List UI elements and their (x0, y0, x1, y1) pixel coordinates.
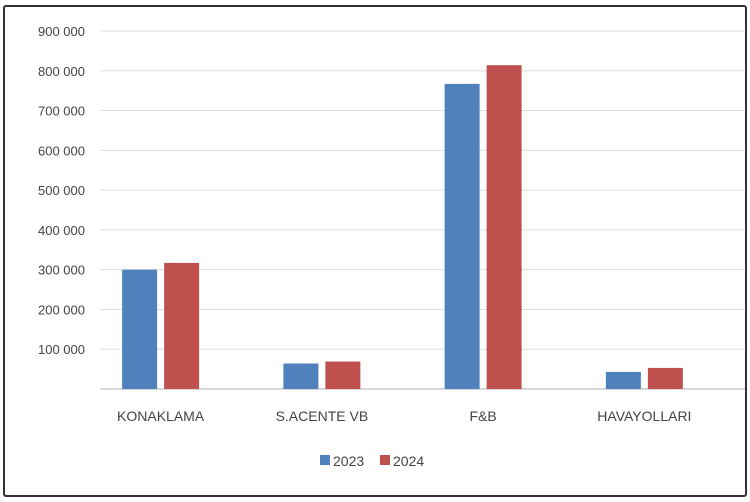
y-tick-label: 900 000 (38, 24, 85, 39)
y-tick-label: 800 000 (38, 64, 85, 79)
x-tick-label: KONAKLAMA (117, 408, 205, 424)
bar-2023-3 (605, 371, 641, 389)
legend-swatch-2023 (320, 455, 330, 465)
legend-label: 2023 (333, 453, 364, 469)
y-tick-label: 300 000 (38, 263, 85, 278)
bar-2024-3 (647, 367, 683, 389)
bar-2024-1 (325, 361, 361, 389)
x-tick-label: S.ACENTE VB (276, 408, 369, 424)
legend-swatch-2024 (380, 455, 390, 465)
bar-2023-0 (122, 269, 158, 389)
y-tick-label: 500 000 (38, 183, 85, 198)
bar-2023-2 (444, 83, 480, 389)
bar-2024-2 (486, 65, 522, 389)
y-tick-label: 600 000 (38, 143, 85, 158)
y-tick-label: 100 000 (38, 342, 85, 357)
chart-frame (3, 5, 747, 497)
y-tick-label: 400 000 (38, 223, 85, 238)
x-tick-label: HAVAYOLLARI (597, 408, 691, 424)
bar-2023-1 (283, 363, 319, 389)
bar-2024-0 (164, 262, 200, 389)
y-tick-label: 200 000 (38, 302, 85, 317)
x-tick-label: F&B (470, 408, 497, 424)
y-tick-label: 700 000 (38, 104, 85, 119)
legend-label: 2024 (393, 453, 424, 469)
